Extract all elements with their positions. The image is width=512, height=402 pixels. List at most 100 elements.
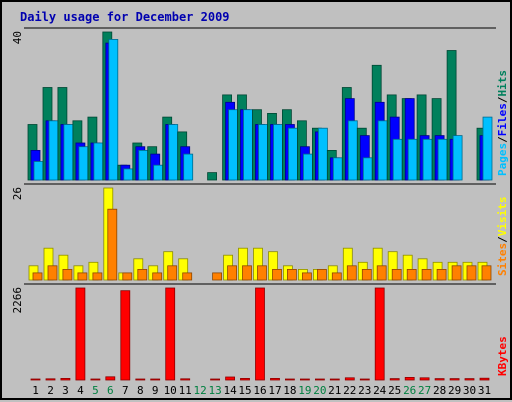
bar-pages-day-4 (78, 146, 89, 181)
panel-hits-files-pages: 40 Pages/Files/Hits (11, 27, 509, 181)
bar-kbytes-day-2 (45, 378, 56, 381)
x-tick-label: 4 (77, 384, 84, 397)
legend-entry: Pages (496, 143, 509, 176)
x-tick-label: 15 (238, 384, 251, 397)
bar-kbytes-day-29 (449, 378, 460, 381)
bar-pages-day-16 (258, 124, 268, 181)
bar-pages-day-11 (183, 153, 194, 181)
bar-kbytes-day-6 (105, 376, 116, 381)
x-tick-label: 29 (448, 384, 461, 397)
bar-sites-day-21 (331, 272, 342, 281)
y-axis-max-label: 26 (11, 187, 24, 200)
bar-kbytes-day-22 (344, 377, 355, 381)
bar-sites-day-10 (167, 265, 178, 281)
bar-sites-day-7 (122, 272, 133, 281)
x-tick-label: 6 (107, 384, 114, 397)
bar-sites-day-28 (436, 268, 447, 281)
bar-sites-day-11 (182, 272, 193, 281)
bar-sites-day-2 (47, 265, 58, 281)
bar-kbytes-day-19 (299, 378, 310, 381)
bar-pages-day-18 (287, 127, 298, 181)
y-axis-max-label: 40 (11, 31, 24, 44)
bar-kbytes-day-4 (75, 287, 86, 381)
x-tick-label: 16 (253, 384, 266, 397)
bar-kbytes-day-9 (150, 378, 161, 381)
x-tick-label: 7 (122, 384, 129, 397)
panel-kbytes: 2266 KBytes (11, 283, 509, 381)
bar-pages-day-22 (347, 120, 358, 181)
bar-sites-day-16 (257, 265, 267, 281)
x-tick-label: 23 (358, 384, 371, 397)
bar-kbytes-day-7 (120, 290, 131, 381)
bar-kbytes-day-14 (225, 376, 236, 381)
bar-kbytes-day-1 (30, 378, 41, 381)
x-tick-label: 27 (418, 384, 431, 397)
x-tick-label: 31 (478, 384, 491, 397)
bar-kbytes-day-31 (479, 377, 490, 381)
legend-hits-files-pages: Pages/Files/Hits (496, 70, 509, 176)
bar-hits-day-13 (207, 172, 218, 181)
bar-sites-day-27 (421, 268, 432, 281)
x-tick-label: 17 (268, 384, 281, 397)
bar-sites-day-26 (406, 268, 417, 281)
bar-kbytes-day-8 (135, 378, 146, 381)
legend-entry: Files (496, 103, 509, 136)
legend-kbytes: KBytes (496, 336, 509, 376)
bar-sites-day-14 (227, 265, 238, 281)
x-tick-label: 1 (32, 384, 39, 397)
bar-sites-day-4 (77, 272, 88, 281)
bar-pages-day-19 (302, 153, 313, 181)
bar-kbytes-day-3 (60, 377, 71, 381)
x-tick-label: 11 (179, 384, 192, 397)
bar-pages-day-25 (392, 138, 403, 181)
bar-sites-day-24 (376, 265, 387, 281)
bar-sites-day-23 (361, 268, 372, 281)
bar-sites-day-9 (152, 272, 163, 281)
x-tick-label: 19 (298, 384, 311, 397)
bar-sites-day-8 (137, 268, 148, 281)
bar-pages-day-9 (153, 164, 164, 181)
bar-kbytes-day-17 (270, 377, 280, 381)
x-tick-label: 3 (62, 384, 69, 397)
bar-sites-day-30 (466, 265, 477, 281)
x-tick-label: 30 (463, 384, 476, 397)
bar-kbytes-day-13 (210, 378, 221, 381)
bar-pages-day-10 (168, 124, 179, 181)
bar-sites-day-22 (346, 265, 357, 281)
bar-pages-day-31 (482, 116, 493, 181)
bar-kbytes-day-18 (284, 378, 295, 381)
bar-sites-day-17 (272, 268, 282, 281)
x-tick-label: 22 (343, 384, 356, 397)
bar-kbytes-day-16 (255, 287, 265, 381)
bar-pages-day-28 (437, 138, 448, 181)
bar-pages-day-29 (452, 135, 463, 181)
bar-kbytes-day-25 (389, 378, 400, 381)
legend-visits-sites: Sites/Visits (496, 197, 509, 277)
bar-pages-day-26 (407, 138, 418, 181)
chart-title: Daily usage for December 2009 (20, 10, 230, 24)
bar-kbytes-day-11 (180, 378, 191, 381)
bar-kbytes-day-23 (359, 378, 370, 381)
x-tick-label: 24 (373, 384, 387, 397)
x-tick-label: 13 (208, 384, 221, 397)
y-axis-max-label: 2266 (11, 287, 24, 314)
bar-sites-day-29 (451, 265, 462, 281)
bar-sites-day-31 (481, 265, 492, 281)
x-tick-label: 26 (403, 384, 416, 397)
bar-sites-day-18 (286, 268, 297, 281)
x-tick-label: 8 (137, 384, 144, 397)
x-tick-label: 9 (152, 384, 159, 397)
x-tick-label: 18 (283, 384, 296, 397)
bar-pages-day-3 (63, 124, 74, 181)
bar-sites-day-6 (107, 208, 118, 281)
bar-kbytes-day-20 (314, 378, 325, 381)
x-tick-label: 14 (223, 384, 237, 397)
bar-kbytes-day-10 (165, 287, 176, 381)
bar-pages-day-7 (123, 168, 134, 181)
x-tick-label: 10 (164, 384, 177, 397)
bar-kbytes-day-24 (374, 287, 385, 381)
bar-pages-day-20 (317, 127, 328, 181)
x-tick-label: 12 (193, 384, 206, 397)
